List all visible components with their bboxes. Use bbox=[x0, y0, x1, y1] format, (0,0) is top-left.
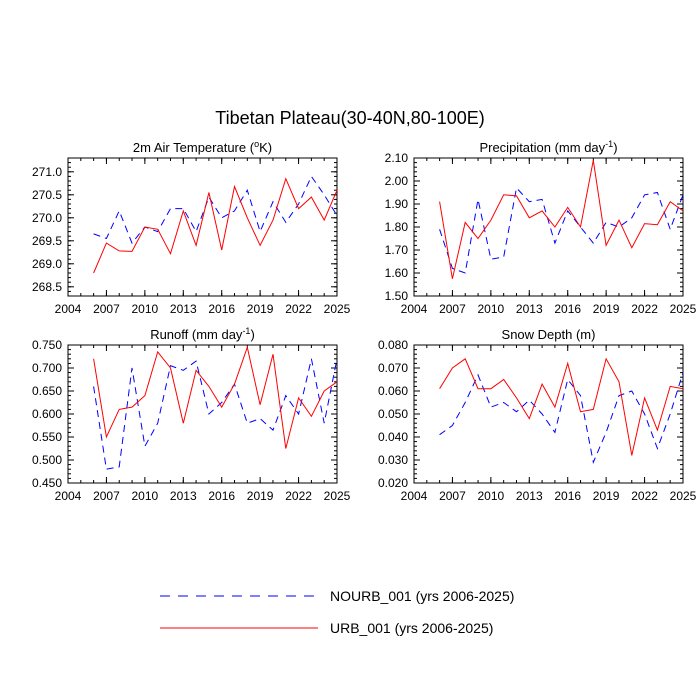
panel-title-sup: -1 bbox=[605, 139, 613, 149]
x-tick-label: 2007 bbox=[93, 302, 120, 316]
panel-title-tail: ) bbox=[613, 140, 617, 155]
x-tick-label: 2019 bbox=[247, 489, 274, 503]
y-tick-label: 0.060 bbox=[378, 384, 408, 398]
x-tick-label: 2013 bbox=[516, 489, 543, 503]
x-tick-label: 2013 bbox=[516, 302, 543, 316]
x-tick-label: 2010 bbox=[132, 302, 159, 316]
x-tick-label: 2004 bbox=[55, 489, 82, 503]
series-line-nourb-001-runoff bbox=[93, 358, 338, 470]
figure-title: Tibetan Plateau(30-40N,80-100E) bbox=[215, 108, 485, 128]
panel-title-snow-depth: Snow Depth (m) bbox=[502, 327, 596, 342]
y-tick-label: 0.750 bbox=[32, 338, 62, 352]
y-tick-label: 0.600 bbox=[32, 407, 62, 421]
y-tick-label: 1.50 bbox=[385, 289, 409, 303]
x-tick-label: 2007 bbox=[439, 489, 466, 503]
series-line-nourb-001-temperature bbox=[93, 175, 338, 245]
panels: 2m Air Temperature (oK) 2004 2007 2010 2013 2… bbox=[32, 139, 697, 503]
panel-title-tail: K) bbox=[259, 140, 272, 155]
y-tick-label: 2.10 bbox=[385, 151, 409, 165]
y-tick-label: 0.050 bbox=[378, 407, 408, 421]
x-tick-label: 2022 bbox=[631, 302, 658, 316]
y-tick-label: 0.030 bbox=[378, 453, 408, 467]
x-tick-label: 2007 bbox=[439, 302, 466, 316]
y-tick-label: 1.90 bbox=[385, 197, 409, 211]
x-tick-label: 2007 bbox=[93, 489, 120, 503]
panel-temperature: 2m Air Temperature (oK) 2004 2007 2010 2013 2… bbox=[32, 139, 351, 316]
legend: NOURB_001 (yrs 2006-2025) URB_001 (yrs 2… bbox=[160, 588, 514, 636]
series-line-urb-001-precipitation bbox=[439, 160, 684, 279]
x-tick-label: 2010 bbox=[478, 489, 505, 503]
x-tick-label: 2025 bbox=[324, 489, 351, 503]
series-line-nourb-001-precipitation bbox=[439, 186, 684, 274]
y-tick-label: 1.60 bbox=[385, 266, 409, 280]
series-line-urb-001-runoff bbox=[93, 345, 338, 449]
x-tick-label: 2016 bbox=[208, 302, 235, 316]
y-tick-label: 270.5 bbox=[32, 188, 62, 202]
y-tick-label: 269.5 bbox=[32, 234, 62, 248]
y-tick-label: 0.450 bbox=[32, 476, 62, 490]
x-tick-label: 2010 bbox=[132, 489, 159, 503]
y-tick-label: 0.550 bbox=[32, 430, 62, 444]
panel-runoff: Runoff (mm day-1) 2004 2007 2010 2013 2016 201… bbox=[32, 326, 351, 503]
x-tick-label: 2010 bbox=[478, 302, 505, 316]
legend-label-nourb: NOURB_001 (yrs 2006-2025) bbox=[330, 588, 514, 604]
x-tick-label: 2019 bbox=[247, 302, 274, 316]
plot-frame-snow-depth bbox=[413, 344, 684, 484]
x-tick-label: 2022 bbox=[285, 302, 312, 316]
x-tick-label: 2019 bbox=[593, 489, 620, 503]
x-tick-label: 2016 bbox=[554, 302, 581, 316]
x-tick-label: 2013 bbox=[170, 302, 197, 316]
x-tick-label: 2019 bbox=[593, 302, 620, 316]
x-tick-label: 2004 bbox=[55, 302, 82, 316]
panel-title-main: Snow Depth (m) bbox=[502, 327, 596, 342]
x-tick-label: 2016 bbox=[554, 489, 581, 503]
panel-title-precipitation: Precipitation (mm day-1) bbox=[479, 139, 617, 155]
x-tick-label: 2022 bbox=[285, 489, 312, 503]
y-tick-label: 270.0 bbox=[32, 211, 62, 225]
y-tick-label: 0.040 bbox=[378, 430, 408, 444]
x-tick-label: 2025 bbox=[670, 489, 697, 503]
x-tick-label: 2022 bbox=[631, 489, 658, 503]
panel-title-sup: o bbox=[254, 139, 259, 149]
x-tick-label: 2025 bbox=[324, 302, 351, 316]
plot-frame-temperature bbox=[67, 157, 338, 297]
y-tick-label: 269.0 bbox=[32, 257, 62, 271]
x-tick-label: 2004 bbox=[401, 489, 428, 503]
y-tick-label: 268.5 bbox=[32, 280, 62, 294]
y-tick-label: 0.080 bbox=[378, 338, 408, 352]
panel-precipitation: Precipitation (mm day-1) 2004 2007 2010 2013… bbox=[385, 139, 697, 316]
plot-frame-runoff bbox=[67, 344, 338, 484]
panel-title-sup: -1 bbox=[242, 326, 250, 336]
panel-snow-depth: Snow Depth (m) 2004 2007 2010 2013 2016 2019 20… bbox=[378, 327, 697, 503]
y-tick-label: 0.700 bbox=[32, 361, 62, 375]
series-line-urb-001-snow-depth bbox=[439, 357, 684, 456]
legend-label-urb: URB_001 (yrs 2006-2025) bbox=[330, 620, 493, 636]
y-tick-label: 1.70 bbox=[385, 243, 409, 257]
panel-title-temperature: 2m Air Temperature (oK) bbox=[133, 139, 272, 155]
y-tick-label: 2.00 bbox=[385, 174, 409, 188]
x-tick-label: 2016 bbox=[208, 489, 235, 503]
panel-title-runoff: Runoff (mm day-1) bbox=[150, 326, 255, 342]
y-tick-label: 0.070 bbox=[378, 361, 408, 375]
y-tick-label: 271.0 bbox=[32, 165, 62, 179]
series-line-urb-001-temperature bbox=[93, 177, 338, 274]
y-tick-label: 0.650 bbox=[32, 384, 62, 398]
x-tick-label: 2025 bbox=[670, 302, 697, 316]
panel-title-tail: ) bbox=[250, 327, 254, 342]
panel-title-main: 2m Air Temperature ( bbox=[133, 140, 255, 155]
panel-title-main: Precipitation (mm day bbox=[479, 140, 605, 155]
x-tick-label: 2013 bbox=[170, 489, 197, 503]
x-tick-label: 2004 bbox=[401, 302, 428, 316]
y-tick-label: 0.020 bbox=[378, 476, 408, 490]
panel-title-main: Runoff (mm day bbox=[150, 327, 243, 342]
y-tick-label: 1.80 bbox=[385, 220, 409, 234]
y-tick-label: 0.500 bbox=[32, 453, 62, 467]
series-line-nourb-001-snow-depth bbox=[439, 372, 684, 464]
